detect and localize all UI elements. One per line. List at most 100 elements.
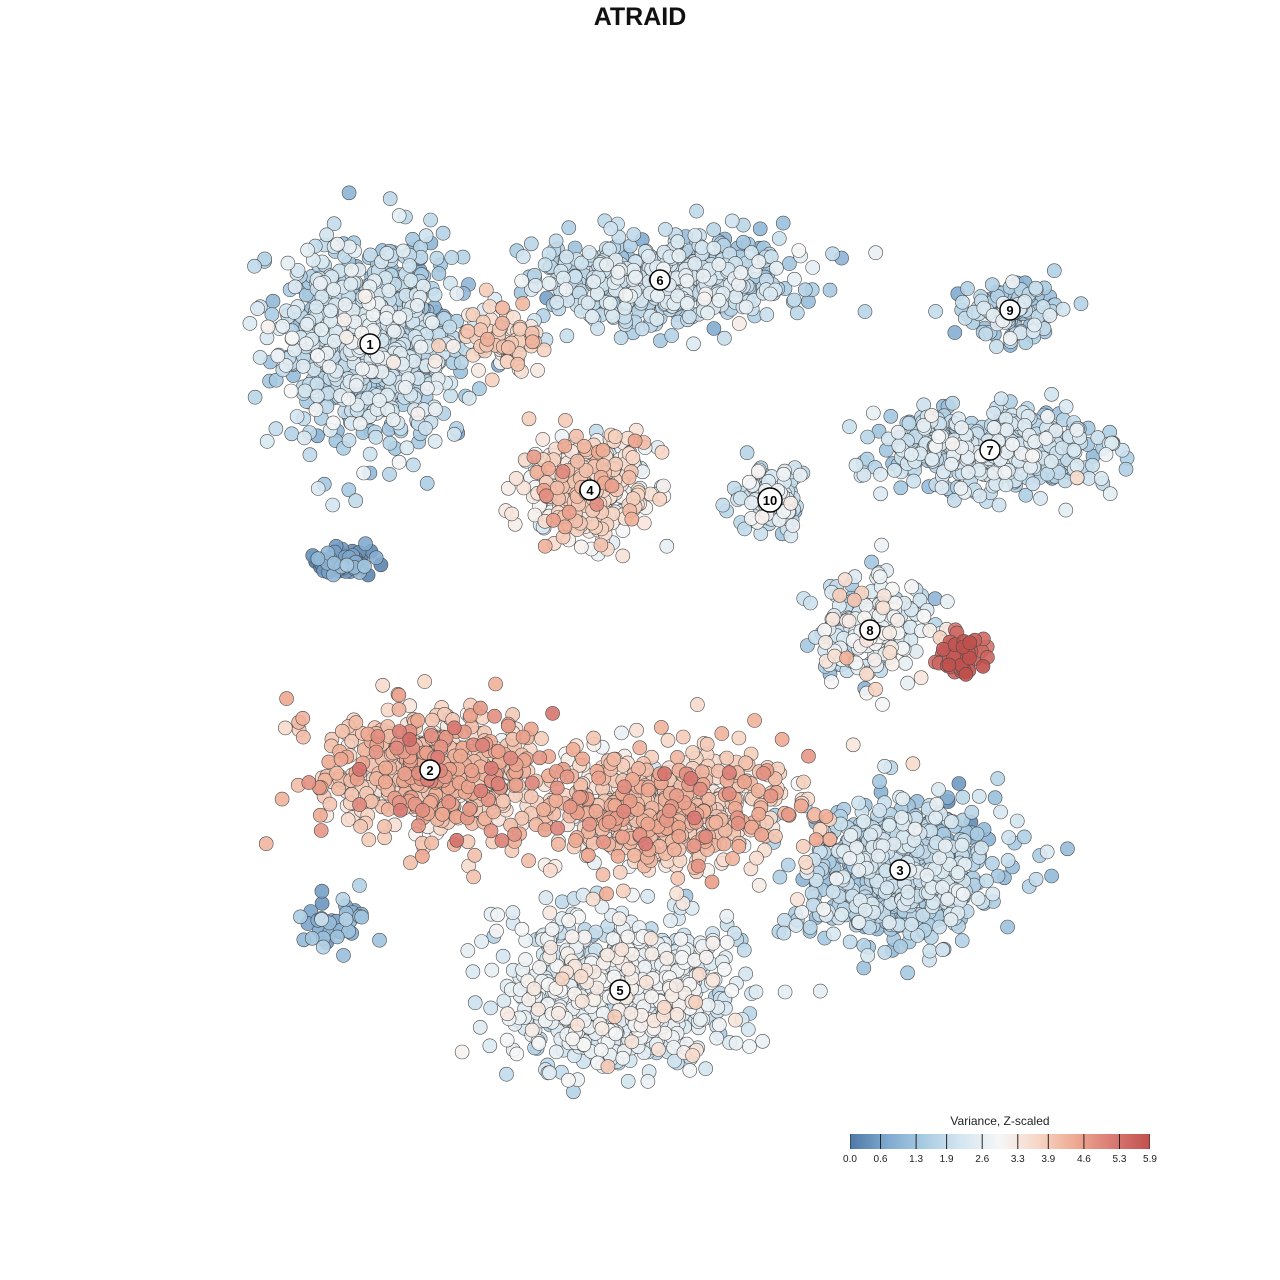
cell-point [603,221,619,236]
cell-point [1040,409,1055,424]
cell-point [872,803,887,818]
cell-point [405,457,421,473]
cell-point [489,923,504,939]
cell-point [826,926,841,942]
cell-point [867,652,883,668]
cell-point [247,389,263,405]
cell-point [998,477,1014,493]
cell-point [594,1021,610,1036]
cell-point [570,1017,585,1033]
cell-point [700,997,716,1013]
cell-point [542,863,558,878]
cell-point [418,228,434,243]
cell-point [314,912,329,927]
cell-point [348,493,364,509]
cell-point [640,1074,656,1089]
cell-point [791,243,807,258]
cell-point [970,891,986,906]
cell-point [410,406,426,422]
cell-point [772,869,788,885]
cell-point [410,298,425,313]
cell-point [615,548,631,564]
cell-point [615,1050,631,1066]
cell-point [922,943,938,959]
cell-point [461,390,477,406]
cell-point [260,319,276,335]
cell-point [386,323,402,339]
cell-point [358,536,373,552]
cell-point [891,438,907,454]
cell-point [565,1031,580,1047]
cell-point [796,774,811,790]
cell-point [537,257,553,273]
cell-point [1025,476,1041,492]
cell-point [960,464,976,480]
cell-point [989,339,1004,354]
cell-point [931,429,946,444]
cell-point [259,434,275,449]
cell-point [986,420,1002,436]
cell-point [780,857,796,873]
cell-point [991,497,1007,513]
cell-point [242,316,258,331]
cell-point [372,932,387,948]
cell-point [548,233,564,249]
cell-point [788,918,804,933]
cell-point [689,203,704,219]
cell-point [341,185,357,201]
cell-point [824,674,839,690]
cell-point [1000,919,1015,935]
cell-point [375,677,391,693]
cell-point [659,951,675,966]
cell-point [1069,422,1085,438]
cell-point [252,350,268,365]
cell-point [1042,308,1058,323]
cell-point [611,911,627,927]
cell-point [825,884,841,900]
cell-point [674,950,690,965]
cell-point [955,886,971,902]
cell-point [659,538,675,554]
cell-point [314,883,330,899]
cell-point [913,670,929,686]
cell-point [877,758,892,774]
cell-point [759,307,775,322]
cell-point [542,1065,557,1080]
cell-point [419,381,435,396]
cell-point [640,888,656,904]
cell-point [418,420,433,436]
cell-point [427,353,443,369]
cell-point [705,972,721,988]
cell-point [474,934,489,949]
cell-point [1073,296,1089,312]
cell-point [428,402,443,417]
cell-point [769,260,784,276]
cell-point [868,681,883,697]
cell-point [636,515,652,531]
cell-point [385,412,401,428]
cell-point [705,935,721,951]
cell-point [467,995,483,1011]
cell-point [395,243,411,259]
cell-point [593,1042,609,1058]
cell-point [851,795,867,811]
cell-point [795,839,811,854]
cell-point [652,491,668,507]
cell-point [719,908,735,924]
cell-point [771,231,787,246]
cell-point [724,213,740,229]
cell-point [484,962,500,978]
cell-point [679,296,695,311]
cell-point [1025,448,1040,464]
cell-point [1055,301,1071,317]
cell-point [660,732,676,748]
cell-point [1069,470,1085,486]
cell-point [484,372,500,388]
cell-point [284,426,300,442]
cell-point [319,227,335,243]
cell-point [964,804,980,820]
cell-point [890,424,906,440]
cell-point [423,212,438,228]
cell-point [325,497,341,513]
cell-point [783,495,799,511]
